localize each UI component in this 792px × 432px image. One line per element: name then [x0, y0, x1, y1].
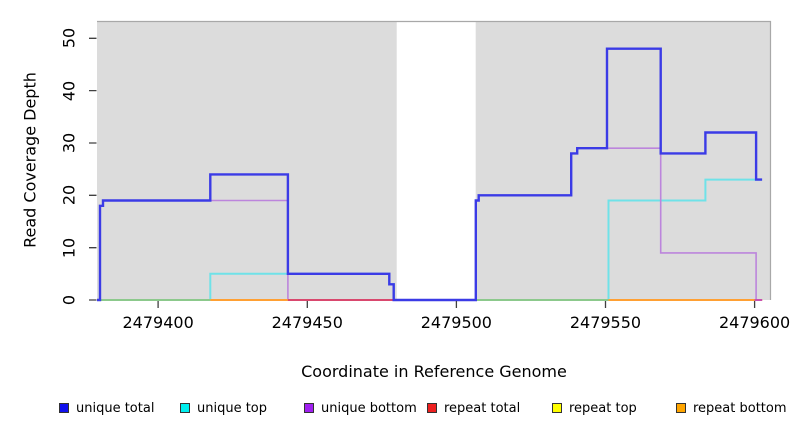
x-tick-label: 2479600 [718, 313, 791, 332]
legend-swatch-icon [304, 403, 314, 413]
x-tick-label: 2479550 [569, 313, 642, 332]
gap-mask [396, 21, 476, 299]
plot-border [97, 20, 772, 300]
y-tick-label: 50 [59, 28, 79, 49]
legend-swatch-icon [676, 403, 686, 413]
y-axis-title: Read Coverage Depth [20, 72, 40, 248]
x-tick-label: 2479400 [122, 313, 194, 332]
y-tick-label: 30 [59, 132, 79, 154]
series-unique-total [97, 47, 763, 302]
legend-label: unique bottom [321, 400, 417, 416]
legend-item-repeat-total: repeat total [427, 400, 520, 416]
x-tick-label: 2479450 [271, 313, 343, 332]
legend-item-repeat-top: repeat top [552, 400, 637, 416]
legend-swatch-icon [427, 403, 437, 413]
legend-item-unique-total: unique total [59, 400, 154, 416]
legend-item-unique-top: unique top [180, 400, 267, 416]
legend-swatch-icon [180, 403, 190, 413]
legend-swatch-icon [552, 403, 562, 413]
x-axis-title: Coordinate in Reference Genome [301, 362, 567, 381]
legend-item-unique-bottom: unique bottom [304, 400, 417, 416]
legend-label: unique total [76, 400, 155, 416]
y-tick-label: 20 [59, 185, 79, 206]
y-tick-label: 0 [59, 294, 79, 306]
y-tick-label: 40 [59, 80, 79, 101]
legend-item-repeat-bottom: repeat bottom [676, 400, 787, 416]
y-tick-label: 10 [59, 237, 79, 258]
axis-tick-marks [89, 37, 756, 308]
legend-label: unique top [197, 400, 268, 416]
legend-label: repeat total [444, 400, 521, 416]
legend-label: repeat top [569, 400, 637, 416]
legend-label: repeat bottom [693, 400, 787, 416]
x-tick-label: 2479500 [420, 313, 492, 332]
legend-swatch-icon [59, 403, 69, 413]
